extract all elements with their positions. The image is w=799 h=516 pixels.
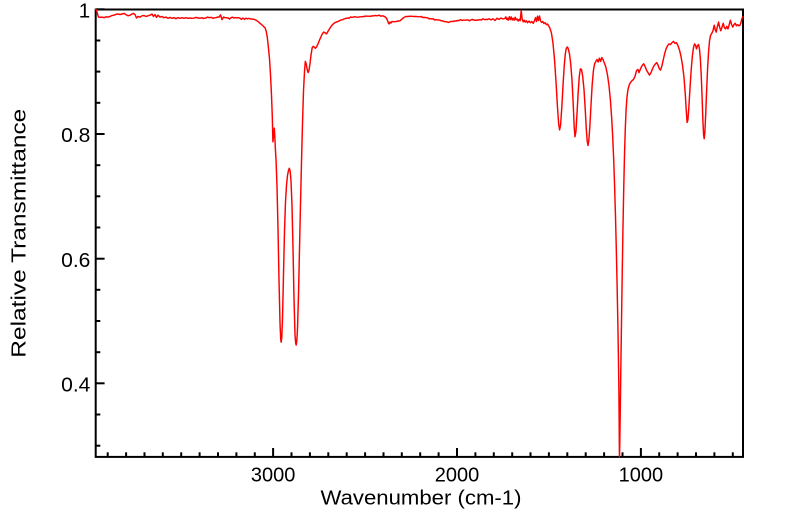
svg-text:Relative Transmittance: Relative Transmittance bbox=[7, 109, 30, 358]
svg-text:Wavenumber (cm-1): Wavenumber (cm-1) bbox=[321, 486, 522, 509]
svg-text:0.8: 0.8 bbox=[61, 124, 90, 147]
svg-text:2000: 2000 bbox=[435, 463, 480, 486]
svg-text:0.4: 0.4 bbox=[61, 374, 90, 397]
svg-text:0.6: 0.6 bbox=[61, 249, 90, 272]
svg-text:1000: 1000 bbox=[619, 463, 664, 486]
svg-text:3000: 3000 bbox=[251, 463, 296, 486]
svg-text:1: 1 bbox=[79, 0, 90, 23]
